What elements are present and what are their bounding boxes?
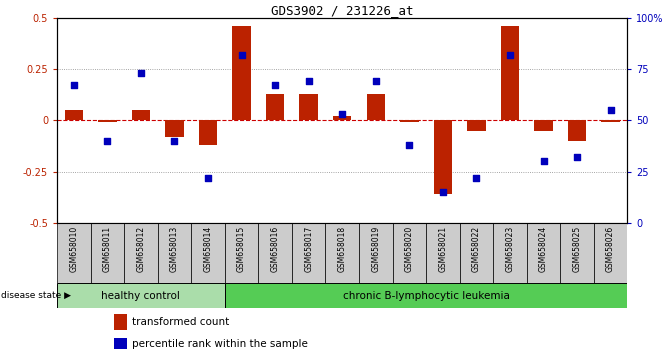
Bar: [98, 120, 117, 122]
Bar: [91, 223, 124, 283]
Bar: [266, 94, 285, 120]
Text: GSM658013: GSM658013: [170, 226, 179, 272]
Point: [337, 112, 348, 117]
Bar: [199, 120, 217, 145]
Bar: [333, 116, 352, 120]
Bar: [325, 223, 359, 283]
Point: [102, 138, 113, 144]
Bar: [493, 223, 527, 283]
Point: [169, 138, 180, 144]
Point: [303, 79, 314, 84]
Bar: [400, 120, 419, 122]
Text: GSM658025: GSM658025: [572, 226, 582, 272]
Point: [270, 82, 280, 88]
Bar: [57, 283, 225, 308]
Bar: [426, 223, 460, 283]
Text: chronic B-lymphocytic leukemia: chronic B-lymphocytic leukemia: [343, 291, 509, 301]
Title: GDS3902 / 231226_at: GDS3902 / 231226_at: [271, 4, 413, 17]
Bar: [594, 223, 627, 283]
Text: GSM658021: GSM658021: [438, 226, 448, 272]
Point: [572, 154, 582, 160]
Point: [68, 82, 79, 88]
Bar: [225, 223, 258, 283]
Bar: [560, 223, 594, 283]
Bar: [366, 94, 385, 120]
Bar: [527, 223, 560, 283]
Bar: [359, 223, 393, 283]
Text: percentile rank within the sample: percentile rank within the sample: [132, 339, 308, 349]
Bar: [64, 110, 83, 120]
Point: [538, 159, 549, 164]
Point: [370, 79, 381, 84]
Text: healthy control: healthy control: [101, 291, 180, 301]
Point: [203, 175, 213, 181]
Bar: [165, 120, 184, 137]
Bar: [601, 120, 620, 122]
Text: GSM658014: GSM658014: [203, 226, 213, 272]
Text: GSM658011: GSM658011: [103, 226, 112, 272]
Text: GSM658019: GSM658019: [371, 226, 380, 272]
Bar: [114, 338, 127, 349]
Text: GSM658026: GSM658026: [606, 226, 615, 272]
Bar: [460, 223, 493, 283]
Text: disease state ▶: disease state ▶: [1, 291, 70, 300]
Bar: [299, 94, 318, 120]
Bar: [258, 223, 292, 283]
Text: GSM658016: GSM658016: [270, 226, 280, 272]
Bar: [568, 120, 586, 141]
Bar: [232, 26, 251, 120]
Text: GSM658015: GSM658015: [237, 226, 246, 272]
Bar: [433, 120, 452, 194]
Bar: [158, 223, 191, 283]
Bar: [292, 223, 325, 283]
Bar: [225, 283, 627, 308]
Text: GSM658024: GSM658024: [539, 226, 548, 272]
Bar: [467, 120, 486, 131]
Bar: [191, 223, 225, 283]
Point: [404, 142, 415, 148]
Text: GSM658010: GSM658010: [69, 226, 79, 272]
Text: GSM658023: GSM658023: [505, 226, 515, 272]
Point: [236, 52, 247, 57]
Text: transformed count: transformed count: [132, 317, 229, 327]
Bar: [132, 110, 150, 120]
Bar: [124, 223, 158, 283]
Bar: [57, 223, 91, 283]
Point: [471, 175, 482, 181]
Bar: [501, 26, 519, 120]
Bar: [393, 223, 426, 283]
Bar: [534, 120, 553, 131]
Text: GSM658022: GSM658022: [472, 226, 481, 272]
Bar: [114, 314, 127, 330]
Text: GSM658012: GSM658012: [136, 226, 146, 272]
Text: GSM658020: GSM658020: [405, 226, 414, 272]
Point: [437, 189, 448, 195]
Point: [136, 70, 146, 76]
Text: GSM658017: GSM658017: [304, 226, 313, 272]
Point: [605, 107, 616, 113]
Text: GSM658018: GSM658018: [338, 226, 347, 272]
Point: [505, 52, 515, 57]
